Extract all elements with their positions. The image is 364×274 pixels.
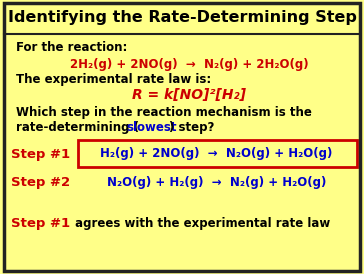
Text: 2H₂(g) + 2NO(g)  →  N₂(g) + 2H₂O(g): 2H₂(g) + 2NO(g) → N₂(g) + 2H₂O(g) <box>70 58 309 71</box>
Text: Step #1: Step #1 <box>11 148 70 161</box>
FancyBboxPatch shape <box>78 140 357 167</box>
Text: rate-determining (: rate-determining ( <box>16 121 139 134</box>
Text: N₂O(g) + H₂(g)  →  N₂(g) + H₂O(g): N₂O(g) + H₂(g) → N₂(g) + H₂O(g) <box>107 176 326 189</box>
Text: ) step?: ) step? <box>169 121 215 134</box>
Text: R = k[NO]²[H₂]: R = k[NO]²[H₂] <box>132 87 246 102</box>
Text: slowest: slowest <box>127 121 177 134</box>
Text: Step #2: Step #2 <box>11 176 70 189</box>
Text: H₂(g) + 2NO(g)  →  N₂O(g) + H₂O(g): H₂(g) + 2NO(g) → N₂O(g) + H₂O(g) <box>100 147 333 160</box>
Text: The experimental rate law is:: The experimental rate law is: <box>16 73 211 86</box>
Text: agrees with the experimental rate law: agrees with the experimental rate law <box>71 217 330 230</box>
Text: Step #1: Step #1 <box>11 217 70 230</box>
Text: Which step in the reaction mechanism is the: Which step in the reaction mechanism is … <box>16 106 312 119</box>
Text: Identifying the Rate-Determining Step: Identifying the Rate-Determining Step <box>8 10 356 25</box>
Text: For the reaction:: For the reaction: <box>16 41 128 55</box>
